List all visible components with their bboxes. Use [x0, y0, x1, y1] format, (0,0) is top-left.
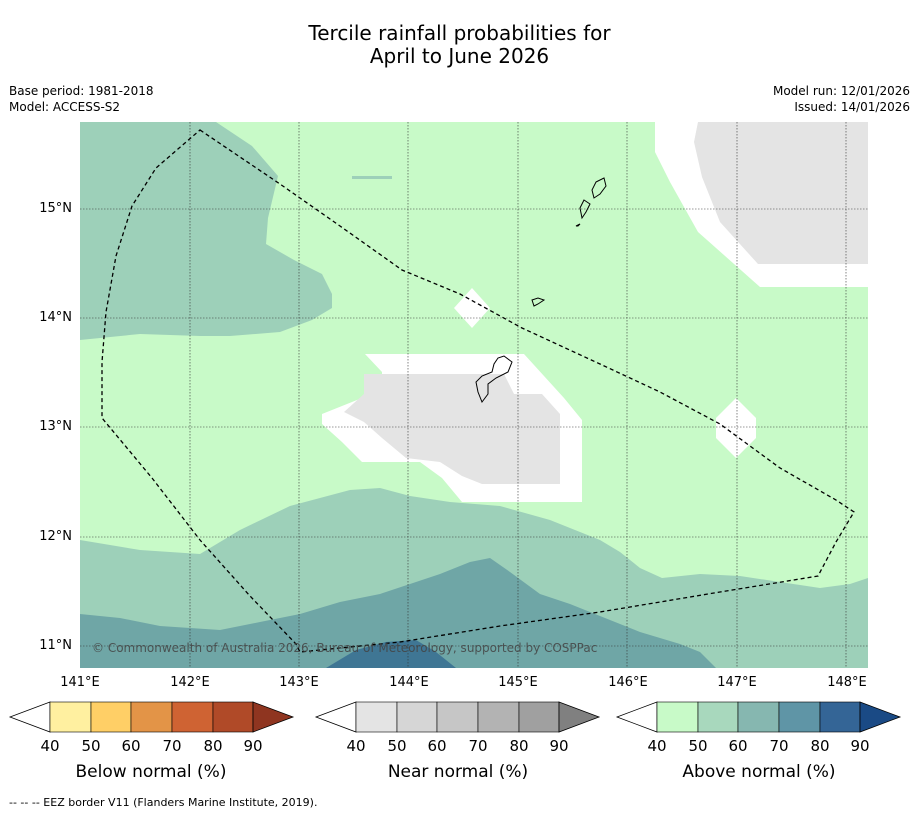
- above-50-60: [697, 701, 739, 733]
- near-normal-region-ne: [694, 122, 868, 264]
- island-guam: [475, 355, 513, 404]
- below-tick-70: 70: [162, 737, 182, 755]
- island-tinian: [579, 199, 591, 220]
- above-70-80: [778, 701, 821, 733]
- island-saipan: [591, 177, 607, 199]
- colorbar-above: [615, 701, 902, 733]
- map-panel[interactable]: [80, 122, 868, 668]
- colorbar-near: [314, 701, 601, 733]
- issued-date: Issued: 14/01/2026: [794, 100, 910, 114]
- near-60-70: [436, 701, 479, 733]
- copyright-notice: © Commonwealth of Australia 2026, Bureau…: [92, 641, 598, 655]
- lon-label-148e: 148°E: [827, 675, 867, 690]
- near-tick-70: 70: [468, 737, 488, 755]
- above-normal-south-70: [326, 640, 456, 668]
- meta-left: Base period: 1981-2018 Model: ACCESS-S2: [9, 83, 154, 115]
- near-tick-40: 40: [346, 737, 366, 755]
- eez-border: [101, 129, 855, 653]
- near-normal-region-central: [344, 374, 560, 484]
- lon-label-142e: 142°E: [170, 675, 210, 690]
- below-50-60: [90, 701, 132, 733]
- above-40-50: [656, 701, 699, 733]
- eez-legend-note: -- -- -- EEZ border V11 (Flanders Marine…: [9, 796, 318, 809]
- meta-right: Model run: 12/01/2026 Issued: 14/01/2026: [773, 83, 910, 115]
- model-name: Model: ACCESS-S2: [9, 100, 121, 114]
- colorbar-below: [8, 701, 295, 733]
- islands: [475, 177, 607, 404]
- above-tick-80: 80: [810, 737, 830, 755]
- below-60-70: [130, 701, 173, 733]
- above-tick-60: 60: [728, 737, 748, 755]
- below-tick-90: 90: [243, 737, 263, 755]
- above-normal-west: [80, 122, 332, 340]
- lon-label-147e: 147°E: [717, 675, 757, 690]
- gridlines: [80, 122, 868, 668]
- above-arrow-low: [615, 701, 658, 733]
- below-arrow-low: [8, 701, 51, 733]
- above-tick-50: 50: [688, 737, 708, 755]
- below-tick-60: 60: [121, 737, 141, 755]
- below-arrow-high: [252, 701, 295, 733]
- above-80-90: [819, 701, 861, 733]
- white-patch-1: [454, 288, 490, 328]
- island-rota: [531, 297, 546, 307]
- near-arrow-high: [558, 701, 601, 733]
- below-tick-50: 50: [81, 737, 101, 755]
- near-tick-60: 60: [427, 737, 447, 755]
- title-line-2: April to June 2026: [369, 44, 550, 68]
- above-normal-label: Above normal (%): [682, 762, 836, 782]
- white-patch-2: [716, 398, 756, 458]
- below-40-50: [49, 701, 92, 733]
- near-80-90: [518, 701, 560, 733]
- above-tick-40: 40: [647, 737, 667, 755]
- lon-label-145e: 145°E: [498, 675, 538, 690]
- above-tick-90: 90: [850, 737, 870, 755]
- lat-label-11n: 11°N: [39, 638, 72, 653]
- below-80-90: [212, 701, 254, 733]
- lon-label-144e: 144°E: [389, 675, 429, 690]
- lon-label-143e: 143°E: [279, 675, 319, 690]
- near-normal-label: Near normal (%): [387, 762, 529, 782]
- lat-label-14n: 14°N: [39, 310, 72, 325]
- small-patch: [352, 176, 392, 179]
- model-run-date: Model run: 12/01/2026: [772, 84, 910, 98]
- above-tick-70: 70: [769, 737, 789, 755]
- below-normal-label: Below normal (%): [75, 762, 227, 782]
- island-small: [575, 223, 581, 227]
- base-period: Base period: 1981-2018: [9, 84, 154, 98]
- below-tick-40: 40: [40, 737, 60, 755]
- near-70-80: [477, 701, 520, 733]
- title-line-1: Tercile rainfall probabilities for: [308, 21, 611, 45]
- below-tick-80: 80: [203, 737, 223, 755]
- near-tick-50: 50: [387, 737, 407, 755]
- near-tick-90: 90: [549, 737, 569, 755]
- lat-label-12n: 12°N: [39, 529, 72, 544]
- colorbars: [8, 701, 902, 733]
- above-normal-south-60: [80, 558, 716, 668]
- lat-label-13n: 13°N: [39, 419, 72, 434]
- near-40-50: [355, 701, 398, 733]
- near-tick-80: 80: [509, 737, 529, 755]
- above-arrow-high: [859, 701, 902, 733]
- map-title: Tercile rainfall probabilities for April…: [0, 22, 919, 68]
- near-50-60: [396, 701, 438, 733]
- lon-label-146e: 146°E: [608, 675, 648, 690]
- below-70-80: [171, 701, 214, 733]
- lat-label-15n: 15°N: [39, 201, 72, 216]
- lon-label-141e: 141°E: [60, 675, 100, 690]
- map-canvas: [80, 122, 868, 668]
- above-60-70: [737, 701, 780, 733]
- near-arrow-low: [314, 701, 357, 733]
